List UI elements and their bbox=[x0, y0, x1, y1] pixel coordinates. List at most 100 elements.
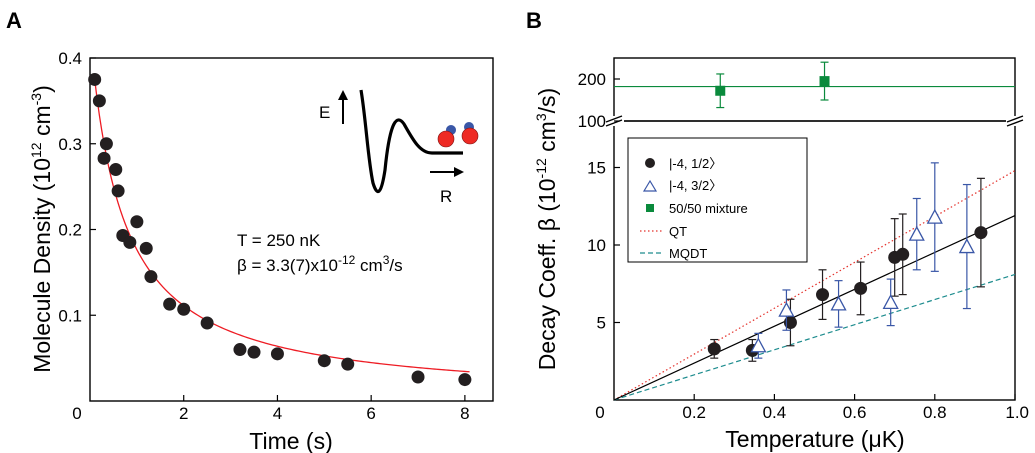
data-point bbox=[177, 302, 191, 316]
panel-b-y-title: Decay Coeff. β (10-12 cm3/s) bbox=[533, 88, 560, 370]
legend-label: 50/50 mixture bbox=[669, 201, 748, 216]
y-tick-label: 15 bbox=[587, 159, 606, 178]
y-tick-label: 0.2 bbox=[58, 221, 82, 240]
panel-a-x-title: Time (s) bbox=[249, 428, 332, 453]
data-point bbox=[317, 354, 331, 368]
right-break-gap bbox=[1006, 116, 1026, 126]
panel-b-x-ticks: 0.2 0.4 0.6 0.8 1.0 bbox=[682, 394, 1029, 422]
data-point bbox=[139, 241, 153, 255]
legend-marker-square bbox=[646, 204, 654, 212]
data-point bbox=[99, 137, 113, 151]
legend-entry: |-4, 3/2〉 bbox=[642, 178, 722, 193]
legend-label: |-4, 3/2〉 bbox=[669, 178, 722, 193]
data-point bbox=[123, 235, 137, 249]
data-point bbox=[778, 301, 795, 317]
legend-entry: 50/50 mixture bbox=[646, 201, 748, 216]
y-tick-label: 10 bbox=[587, 236, 606, 255]
right-break-mark bbox=[1006, 119, 1024, 127]
data-point bbox=[130, 215, 144, 229]
data-point bbox=[707, 342, 721, 356]
panel-a-annotation: T = 250 nK β = 3.3(7)x10-12 cm3/s bbox=[237, 231, 403, 275]
legend-label: |-4, 1/2〉 bbox=[669, 156, 722, 171]
legend-label: MQDT bbox=[669, 246, 707, 261]
data-point bbox=[816, 288, 830, 302]
data-point bbox=[715, 85, 726, 96]
distance-label: R bbox=[440, 187, 452, 206]
right-break-mark bbox=[1006, 115, 1024, 123]
data-point bbox=[958, 238, 975, 254]
data-point bbox=[109, 162, 123, 176]
legend-entry: |-4, 1/2〉 bbox=[645, 156, 722, 171]
data-point bbox=[270, 347, 284, 361]
legend-marker-circle bbox=[645, 158, 655, 168]
panel-a-origin-label: 0 bbox=[72, 404, 81, 423]
panel-a-x-ticks: 2 4 6 8 bbox=[179, 395, 470, 423]
energy-arrow-head bbox=[338, 90, 348, 100]
y-tick-label: 100 bbox=[578, 112, 606, 131]
legend-label: QT bbox=[669, 224, 687, 239]
potential-curve bbox=[359, 89, 463, 194]
temperature-annotation: T = 250 nK bbox=[237, 231, 321, 250]
panel-a-y-title: Molecule Density (1012 cm-3) bbox=[28, 85, 55, 373]
panel-a-fit-curve bbox=[94, 79, 470, 373]
data-point bbox=[819, 76, 830, 87]
x-tick-label: 0.6 bbox=[843, 403, 867, 422]
panel-a-points bbox=[88, 72, 472, 387]
y-tick-label: 0.1 bbox=[58, 306, 82, 325]
fit-line bbox=[613, 215, 1016, 401]
molecule-atom-large bbox=[461, 127, 479, 145]
molecule-atom-large bbox=[437, 130, 455, 148]
data-point bbox=[92, 94, 106, 108]
data-point bbox=[830, 295, 847, 311]
model-line-mqdt bbox=[613, 273, 1016, 401]
y-tick-label: 5 bbox=[597, 314, 606, 333]
panel-b-origin-label: 0 bbox=[595, 403, 604, 422]
x-tick-label: 0.8 bbox=[923, 403, 947, 422]
panel-b-letter: B bbox=[526, 8, 542, 33]
data-point bbox=[750, 337, 767, 353]
data-point bbox=[411, 370, 425, 384]
y-tick-label: 200 bbox=[578, 70, 606, 89]
panel-b-y-ticks: 5 10 15 100 200 bbox=[578, 70, 620, 333]
y-tick-label: 0.4 bbox=[58, 49, 82, 68]
panel-b-x-title: Temperature (μK) bbox=[725, 426, 904, 452]
panel-b-points bbox=[707, 61, 988, 362]
data-point bbox=[341, 357, 355, 371]
data-point bbox=[882, 293, 899, 309]
legend-entry: MQDT bbox=[640, 246, 707, 261]
x-tick-label: 8 bbox=[460, 404, 469, 423]
data-point bbox=[908, 225, 925, 241]
energy-label: E bbox=[319, 103, 330, 122]
x-tick-label: 0.2 bbox=[682, 403, 706, 422]
panel-a: A 2 4 6 8 0.1 0.2 0.3 0.4 0 Time (s) Molecule … bbox=[6, 8, 494, 453]
data-point bbox=[247, 345, 261, 359]
y-tick-label: 0.3 bbox=[58, 135, 82, 154]
x-tick-label: 2 bbox=[179, 404, 188, 423]
left-break-mark bbox=[605, 115, 623, 123]
beta-annotation: β = 3.3(7)x10-12 cm3/s bbox=[237, 253, 403, 275]
data-point bbox=[974, 226, 988, 240]
data-point bbox=[458, 373, 472, 387]
distance-arrow-head bbox=[454, 167, 464, 177]
data-point bbox=[111, 184, 125, 198]
model-line-qt bbox=[613, 170, 1016, 401]
x-tick-label: 6 bbox=[366, 404, 375, 423]
panel-a-y-ticks: 0.1 0.2 0.3 0.4 bbox=[58, 49, 96, 325]
panel-a-letter: A bbox=[6, 8, 22, 33]
data-point bbox=[896, 247, 910, 261]
data-point bbox=[854, 281, 868, 295]
panel-b-lower-frame bbox=[613, 120, 1016, 401]
legend: |-4, 1/2〉 |-4, 3/2〉 50/50 mixture QT MQD… bbox=[627, 137, 808, 263]
panel-b-lines bbox=[613, 85, 1016, 401]
data-point bbox=[163, 297, 177, 311]
x-tick-label: 0.4 bbox=[763, 403, 787, 422]
legend-entry: QT bbox=[640, 224, 687, 239]
x-tick-label: 1.0 bbox=[1005, 403, 1029, 422]
x-tick-label: 4 bbox=[273, 404, 282, 423]
panel-b: B 0.2 0.4 0.6 0.8 1.0 5 10 15 100 200 0 Temperat… bbox=[526, 8, 1029, 452]
data-point bbox=[926, 208, 943, 224]
data-point bbox=[144, 270, 158, 284]
data-point bbox=[88, 72, 102, 86]
data-point bbox=[783, 316, 797, 329]
